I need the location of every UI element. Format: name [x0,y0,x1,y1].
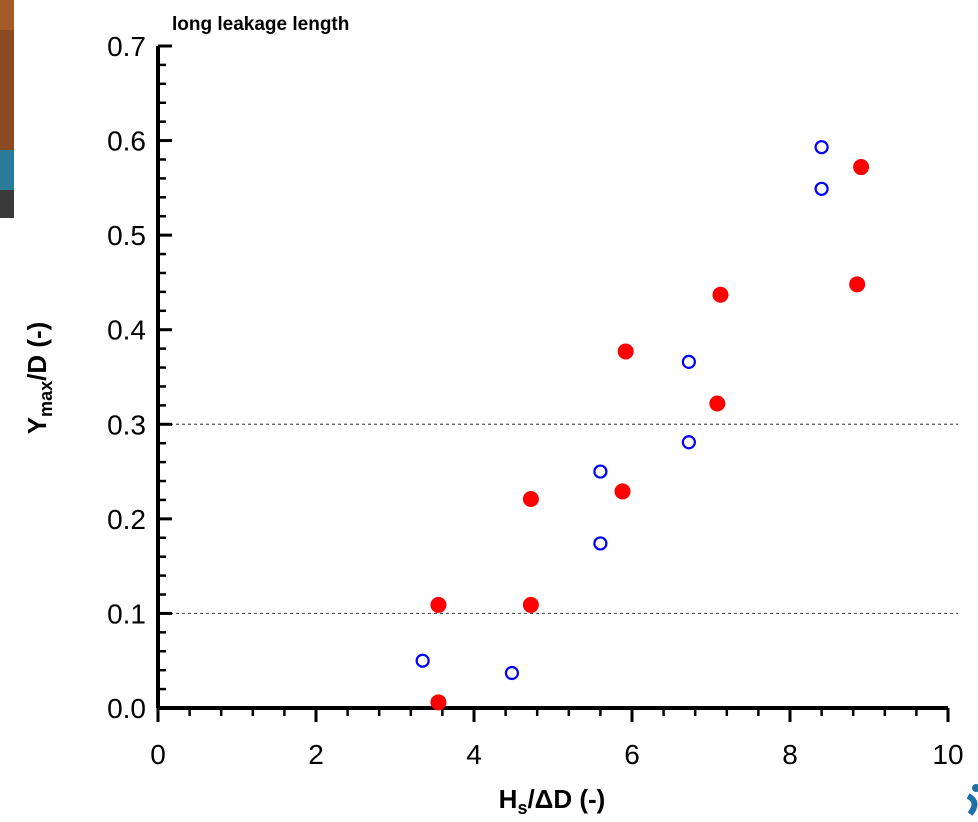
data-point-filled [430,596,447,613]
photo-fragment [0,0,14,218]
data-point-open [681,354,696,369]
data-point-filled [712,286,729,303]
x-axis-title-rest: /ΔD (-) [527,784,605,814]
y-axis-title-main: Y [22,417,52,434]
data-point-open [814,181,829,196]
data-points [415,140,870,711]
data-point-open [504,665,520,681]
corner-fragment [958,782,978,817]
x-tick-label: 8 [782,739,798,770]
y-axis-title: Ymax/D (-) [22,322,56,435]
axes [156,46,948,710]
x-axis-title-main: H [499,784,518,814]
data-point-filled [614,483,631,500]
data-point-open [593,536,608,551]
data-point-open [814,140,829,155]
x-tick-label: 6 [624,739,640,770]
x-tick-label: 10 [932,739,963,770]
x-axis-title-sub: s [517,798,527,817]
data-point-open [681,435,696,450]
y-tick-label: 0.2 [107,504,146,535]
x-tick-label: 4 [466,739,482,770]
data-point-filled [430,694,447,711]
x-tick-label: 2 [308,739,324,770]
data-point-filled [709,395,726,412]
data-point-filled [849,276,866,293]
y-tick-label: 0.4 [107,315,146,346]
tick-marks [156,44,950,722]
data-point-filled [522,596,539,613]
reference-lines [158,423,958,615]
data-point-filled [522,490,539,507]
y-tick-label: 0.3 [107,409,146,440]
data-point-filled [853,159,870,176]
y-axis-title-sub: max [36,381,56,417]
y-tick-label: 0.0 [107,693,146,724]
y-tick-label: 0.6 [107,126,146,157]
y-tick-label: 0.1 [107,598,146,629]
data-point-open [415,653,430,668]
y-tick-label: 0.7 [107,31,146,62]
data-point-open [593,464,608,479]
y-tick-label: 0.5 [107,220,146,251]
y-axis-title-rest: /D (-) [22,322,52,381]
chart-title: long leakage length [172,14,350,35]
data-point-filled [617,343,634,360]
x-axis-title: Hs/ΔD (-) [499,784,606,817]
x-tick-label: 0 [150,739,166,770]
tick-labels: 0.0 0.1 0.2 0.3 0.4 0.5 0.6 0.7 0 2 4 6 8 10 [107,31,964,770]
